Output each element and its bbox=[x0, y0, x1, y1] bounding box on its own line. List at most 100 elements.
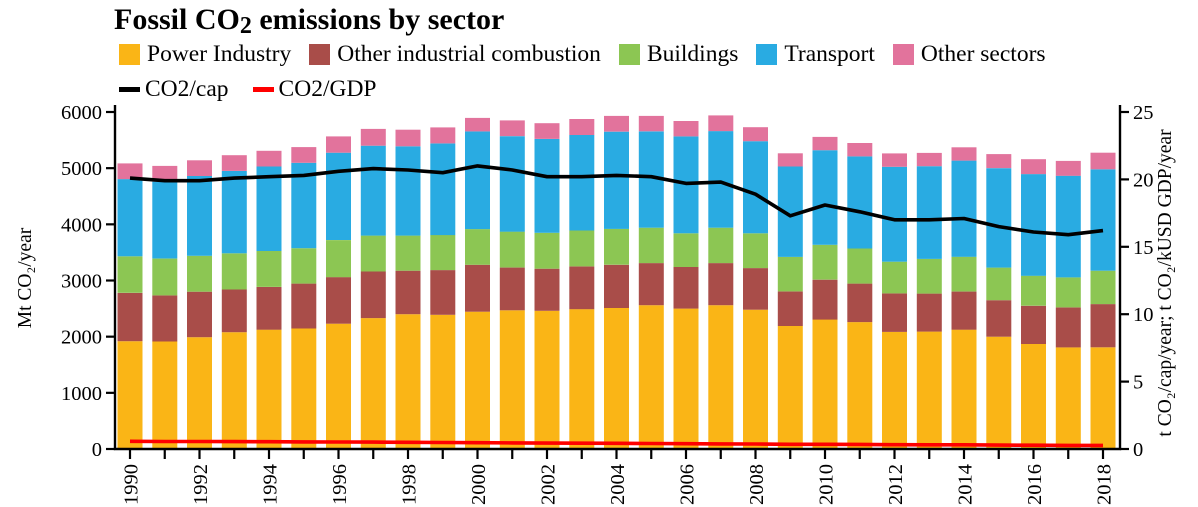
bar-segment-2004-buildings bbox=[604, 228, 629, 265]
bar-segment-2012-transport bbox=[882, 166, 907, 262]
chart-title-text: Fossil CO bbox=[114, 3, 240, 36]
right-axis-tick-label: 25 bbox=[1133, 102, 1154, 124]
x-axis-year-label: 2012 bbox=[885, 464, 907, 505]
bar-segment-2008-power-industry bbox=[743, 309, 768, 449]
bar-segment-1995-other-industrial-combustion bbox=[291, 283, 317, 329]
legend-label: CO2/GDP bbox=[278, 76, 377, 102]
bar-segment-1992-other-industrial-combustion bbox=[187, 291, 212, 338]
bar-segment-2000-buildings bbox=[465, 229, 490, 265]
right-axis-tick-label: 0 bbox=[1133, 439, 1143, 461]
x-axis-year-label: 2018 bbox=[1094, 464, 1116, 505]
bar-segment-1997-power-industry bbox=[360, 318, 386, 449]
bar-segment-1992-transport bbox=[187, 176, 212, 256]
left-axis-tick-label: 4000 bbox=[61, 214, 102, 236]
legend-label: CO2/cap bbox=[145, 76, 229, 102]
x-axis-year-label: 2014 bbox=[955, 464, 977, 505]
bar-segment-2003-buildings bbox=[569, 230, 595, 267]
bar-segment-2005-power-industry bbox=[638, 305, 664, 449]
bar-segment-1992-other-sectors bbox=[187, 160, 212, 176]
bar-segment-2017-other-sectors bbox=[1055, 160, 1081, 176]
bar-segment-2016-other-industrial-combustion bbox=[1021, 305, 1046, 344]
buildings-swatch-icon bbox=[618, 43, 640, 65]
bar-segment-1998-buildings bbox=[395, 235, 421, 271]
bar-segment-2005-other-sectors bbox=[638, 115, 664, 132]
bar-segment-2010-power-industry bbox=[812, 319, 838, 449]
bar-segment-2017-power-industry bbox=[1055, 347, 1081, 449]
x-axis-year-label: 1992 bbox=[190, 464, 212, 505]
bar-segment-1998-other-sectors bbox=[395, 129, 421, 147]
bar-segment-1994-power-industry bbox=[256, 329, 282, 449]
bar-segment-1994-transport bbox=[256, 166, 282, 251]
bar-segment-1999-other-industrial-combustion bbox=[430, 270, 456, 315]
bar-segment-2016-buildings bbox=[1021, 275, 1046, 306]
bar-segment-1999-power-industry bbox=[430, 314, 456, 449]
bar-segment-2000-other-industrial-combustion bbox=[465, 264, 490, 312]
bar-segment-2000-power-industry bbox=[465, 311, 490, 449]
left-axis-tick-label: 5000 bbox=[61, 158, 102, 180]
bar-segment-2001-other-sectors bbox=[499, 120, 525, 137]
legend-item-transport: Transport bbox=[756, 42, 875, 67]
legend-label: Other sectors bbox=[920, 41, 1046, 67]
bar-segment-2007-buildings bbox=[708, 227, 734, 264]
bar-segment-2011-other-industrial-combustion bbox=[847, 283, 873, 323]
bar-segment-1996-other-sectors bbox=[326, 136, 351, 153]
bar-segment-2001-buildings bbox=[499, 231, 525, 268]
co2-gdp-line bbox=[129, 439, 1103, 448]
bar-segment-1998-power-industry bbox=[395, 314, 421, 449]
bar-segment-2003-transport bbox=[569, 135, 595, 231]
co2-cap-line bbox=[129, 164, 1104, 237]
bar-segment-1997-buildings bbox=[360, 235, 386, 272]
bar-segment-2015-other-sectors bbox=[986, 154, 1012, 169]
bar-segment-2003-other-industrial-combustion bbox=[569, 266, 595, 310]
bar-segment-1999-other-sectors bbox=[430, 127, 456, 144]
x-axis-year-label: 2004 bbox=[607, 464, 629, 505]
bar-segment-2003-power-industry bbox=[569, 309, 595, 449]
bar-segment-2010-other-sectors bbox=[812, 136, 838, 151]
bar-segment-2018-transport bbox=[1090, 169, 1116, 271]
legend-item-buildings: Buildings bbox=[618, 41, 739, 67]
legend-item-other-industrial-combustion: Other industrial combustion bbox=[309, 42, 601, 67]
left-axis-title: Mt CO₂/year bbox=[15, 227, 36, 328]
bar-segment-2013-buildings bbox=[916, 258, 942, 294]
bar-segment-1996-other-industrial-combustion bbox=[326, 277, 351, 324]
bar-segment-2015-power-industry bbox=[986, 336, 1012, 449]
bar-segment-1990-buildings bbox=[117, 256, 143, 293]
bar-segment-1997-transport bbox=[360, 145, 386, 236]
transport-swatch-icon bbox=[756, 43, 778, 65]
bar-segment-2000-other-sectors bbox=[465, 117, 490, 132]
bar-segment-1998-transport bbox=[395, 146, 421, 236]
bar-segment-2004-transport bbox=[604, 131, 629, 229]
x-axis-year-label: 2000 bbox=[468, 464, 490, 505]
bar-segment-1999-transport bbox=[430, 143, 456, 236]
bar-segment-2002-buildings bbox=[534, 232, 560, 269]
bar-segment-2017-transport bbox=[1055, 175, 1081, 278]
legend-label: Buildings bbox=[646, 41, 739, 67]
bar-segment-2011-transport bbox=[847, 156, 873, 249]
bar-segment-2012-buildings bbox=[882, 261, 907, 294]
left-axis-tick-label: 2000 bbox=[61, 327, 102, 349]
bar-segment-2012-other-industrial-combustion bbox=[882, 293, 907, 332]
bar-segment-1993-transport bbox=[221, 171, 247, 254]
bar-segment-1994-other-sectors bbox=[256, 150, 282, 167]
right-axis-tick-label: 15 bbox=[1133, 237, 1154, 259]
bar-segment-1991-power-industry bbox=[152, 341, 178, 449]
legend-label: Other industrial combustion bbox=[337, 41, 601, 67]
bar-segment-2014-transport bbox=[951, 160, 977, 257]
bar-segment-1997-other-sectors bbox=[360, 128, 386, 146]
bar-segment-2007-transport bbox=[708, 131, 734, 228]
right-axis-tick-label: 20 bbox=[1133, 169, 1154, 191]
bar-segment-2007-other-sectors bbox=[708, 115, 734, 132]
left-axis-tick-label: 6000 bbox=[61, 102, 102, 124]
legend-item-power-industry: Power Industry bbox=[119, 42, 291, 67]
bar-segment-1996-power-industry bbox=[326, 323, 351, 449]
other-sectors-swatch-icon bbox=[892, 43, 914, 65]
bar-segment-1994-buildings bbox=[256, 251, 282, 287]
power-industry-swatch-icon bbox=[119, 43, 140, 65]
bar-segment-2015-buildings bbox=[986, 267, 1012, 301]
bar-segment-1991-transport bbox=[152, 181, 178, 259]
bar-segment-2014-other-sectors bbox=[951, 147, 977, 161]
bar-segment-2005-buildings bbox=[638, 227, 664, 264]
x-axis-year-label: 1996 bbox=[329, 464, 351, 505]
